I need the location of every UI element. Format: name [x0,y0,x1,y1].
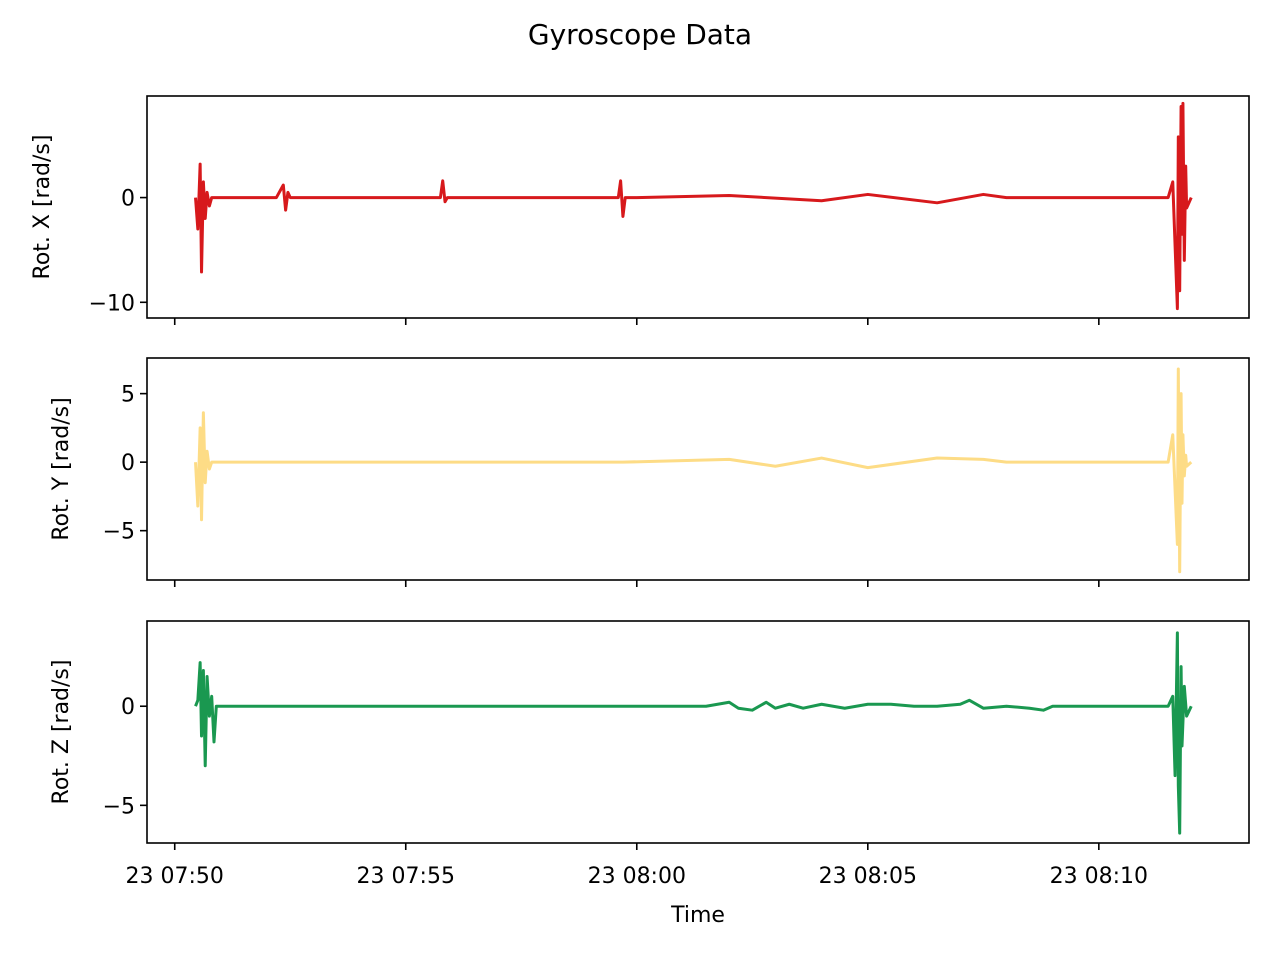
axes-frame [146,357,1250,581]
axes-frame [146,95,1250,319]
panel-3: 0 −5 Rot. Z [rad/s] 23 07:50 23 07:55 23 08:0… [49,620,1250,889]
y-tick-label: 0 [121,451,135,476]
y-tick-label: −5 [103,794,135,819]
x-tick-label: 23 08:10 [1050,864,1148,889]
y-tick-label: −5 [103,520,135,545]
x-tick-label: 23 07:55 [357,864,455,889]
y-tick-label: 5 [121,383,135,408]
x-axis-label: Time [670,903,725,928]
series-line-panel-3 [194,631,1193,835]
y-axis-label: Rot. Y [rad/s] [49,397,74,540]
y-tick-label: 0 [121,695,135,720]
x-tick-label: 23 07:50 [126,864,224,889]
y-axis-label: Rot. Z [rad/s] [49,660,74,805]
series-line-panel-2 [194,367,1193,574]
figure-title: Gyroscope Data [528,18,752,51]
y-tick-label: 0 [121,187,135,212]
x-tick-label: 23 08:00 [588,864,686,889]
axes-frame [146,620,1250,844]
y-axis-label: Rot. X [rad/s] [30,135,55,280]
panel-2: 5 0 −5 Rot. Y [rad/s] [49,357,1250,587]
series-line-panel-1 [194,101,1193,311]
y-tick-label: −10 [89,291,135,316]
panel-1: 0 −10 Rot. X [rad/s] [30,95,1250,325]
x-tick-label: 23 08:05 [819,864,917,889]
